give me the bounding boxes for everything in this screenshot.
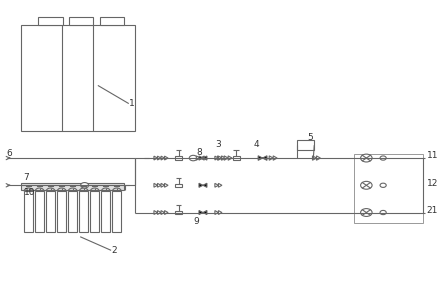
Bar (175, 156, 182, 160)
Polygon shape (258, 156, 267, 160)
Polygon shape (312, 156, 316, 160)
Polygon shape (161, 183, 164, 187)
Circle shape (81, 183, 89, 188)
Polygon shape (161, 211, 164, 214)
Text: 11: 11 (427, 151, 439, 161)
Polygon shape (215, 211, 218, 214)
Bar (35, 191, 44, 232)
Bar (100, 17, 124, 25)
Polygon shape (154, 211, 157, 214)
Polygon shape (161, 156, 164, 160)
Polygon shape (316, 156, 320, 160)
Text: 5: 5 (307, 133, 313, 142)
Bar (24, 191, 33, 232)
Polygon shape (218, 183, 222, 187)
Polygon shape (218, 211, 222, 214)
Text: 4: 4 (253, 140, 259, 149)
Polygon shape (215, 156, 218, 160)
Polygon shape (196, 156, 204, 160)
Polygon shape (215, 183, 218, 187)
Polygon shape (157, 156, 161, 160)
Text: 21: 21 (427, 206, 438, 215)
Bar (38, 17, 62, 25)
Polygon shape (218, 156, 222, 160)
Text: 12: 12 (427, 179, 438, 188)
Circle shape (189, 155, 197, 161)
Bar (79, 191, 88, 232)
Polygon shape (199, 210, 207, 215)
Polygon shape (157, 183, 161, 187)
Bar (296, 140, 314, 150)
Text: 10: 10 (23, 188, 35, 197)
Text: 2: 2 (111, 246, 117, 255)
Bar (68, 191, 77, 232)
Bar (46, 191, 55, 232)
Polygon shape (164, 211, 168, 214)
Bar (101, 191, 110, 232)
Bar (233, 156, 240, 160)
Polygon shape (228, 156, 232, 160)
Bar (57, 191, 66, 232)
Polygon shape (199, 156, 207, 160)
Polygon shape (154, 156, 157, 160)
Polygon shape (199, 183, 207, 187)
Bar (175, 184, 182, 187)
Bar (69, 17, 93, 25)
Circle shape (361, 154, 372, 162)
Polygon shape (157, 211, 161, 214)
Polygon shape (154, 183, 157, 187)
Text: 1: 1 (129, 99, 135, 108)
Bar (20, 183, 124, 190)
Text: 8: 8 (197, 148, 202, 157)
Circle shape (380, 210, 386, 215)
Polygon shape (269, 156, 273, 160)
Polygon shape (218, 156, 222, 160)
Text: 6: 6 (7, 149, 12, 158)
Text: 3: 3 (216, 140, 222, 149)
Circle shape (380, 183, 386, 187)
Polygon shape (224, 156, 228, 160)
Bar (113, 191, 121, 232)
Polygon shape (273, 156, 277, 160)
Circle shape (361, 181, 372, 189)
Bar (175, 211, 182, 214)
Circle shape (380, 156, 386, 160)
Polygon shape (164, 183, 168, 187)
Polygon shape (164, 156, 168, 160)
Bar (90, 191, 99, 232)
Bar (354, 154, 424, 223)
Text: 9: 9 (193, 217, 199, 226)
Circle shape (361, 209, 372, 216)
Bar (20, 25, 136, 131)
Polygon shape (222, 156, 225, 160)
Text: 7: 7 (23, 173, 29, 182)
